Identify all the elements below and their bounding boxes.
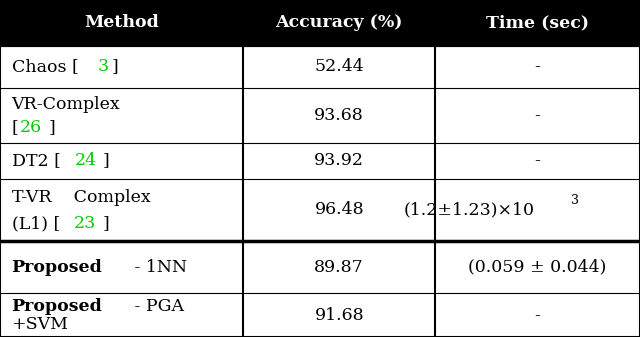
Text: T-VR    Complex: T-VR Complex [12, 189, 150, 206]
Text: +SVM: +SVM [12, 316, 68, 333]
Text: 96.48: 96.48 [314, 201, 364, 218]
Text: Proposed: Proposed [12, 298, 102, 315]
Text: (1.2±1.23)×10: (1.2±1.23)×10 [403, 201, 534, 218]
Text: Method: Method [84, 14, 159, 31]
Text: [: [ [12, 119, 19, 136]
Text: Chaos [: Chaos [ [12, 58, 78, 75]
Text: Time (sec): Time (sec) [486, 14, 589, 31]
Text: ]: ] [103, 152, 110, 170]
Text: 26: 26 [20, 119, 42, 136]
Text: 3: 3 [571, 194, 579, 207]
Text: 23: 23 [74, 215, 96, 232]
Text: 89.87: 89.87 [314, 258, 364, 276]
Text: 24: 24 [75, 152, 97, 170]
Text: 91.68: 91.68 [314, 307, 364, 324]
Text: (0.059 ± 0.044): (0.059 ± 0.044) [468, 258, 607, 276]
Text: -: - [534, 58, 541, 75]
Text: VR-Complex: VR-Complex [12, 96, 120, 113]
Text: ]: ] [49, 119, 56, 136]
Bar [243, 0, 435, 45]
Text: -: - [534, 107, 541, 124]
Text: DT2 [: DT2 [ [12, 152, 60, 170]
Bar [0, 0, 243, 45]
Text: Accuracy (%): Accuracy (%) [275, 14, 403, 31]
Text: 52.44: 52.44 [314, 58, 364, 75]
Text: -: - [534, 307, 541, 324]
Text: - PGA: - PGA [129, 298, 184, 315]
Text: (L1) [: (L1) [ [12, 215, 60, 232]
Text: -: - [534, 152, 541, 170]
Text: ]: ] [112, 58, 119, 75]
Text: 93.92: 93.92 [314, 152, 364, 170]
Text: 3: 3 [98, 58, 109, 75]
Text: Proposed: Proposed [12, 258, 102, 276]
Text: - 1NN: - 1NN [129, 258, 187, 276]
Text: 93.68: 93.68 [314, 107, 364, 124]
Text: ]: ] [102, 215, 109, 232]
Bar [435, 0, 640, 45]
